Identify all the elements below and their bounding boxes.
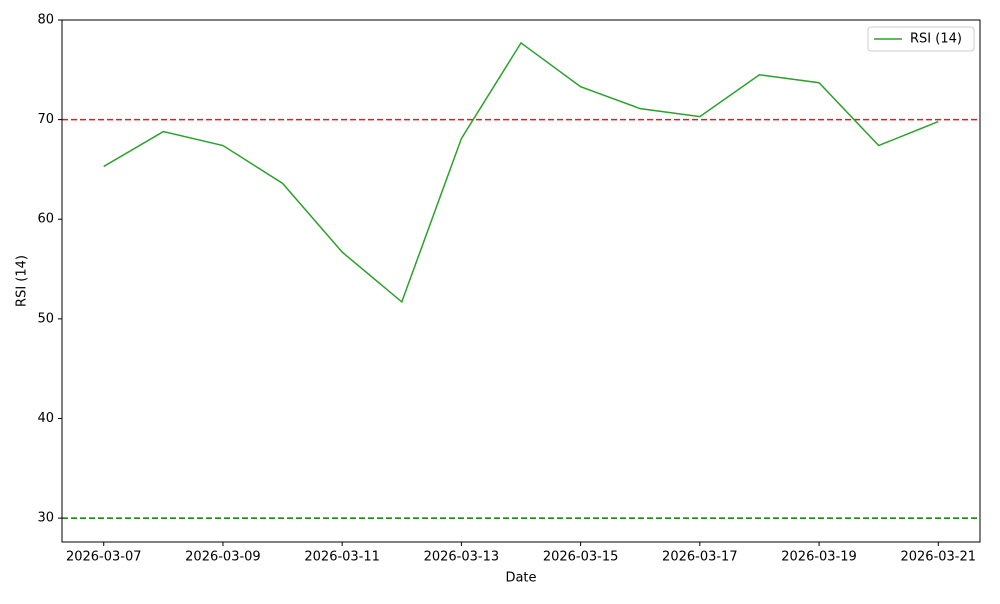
x-axis-label: Date bbox=[505, 571, 536, 586]
x-tick-label: 2026-03-07 bbox=[66, 550, 142, 565]
x-tick-label: 2026-03-17 bbox=[662, 550, 738, 565]
x-tick-label: 2026-03-21 bbox=[900, 550, 976, 565]
legend-label: RSI (14) bbox=[910, 32, 962, 47]
y-tick-label: 60 bbox=[37, 212, 54, 227]
x-tick-label: 2026-03-13 bbox=[424, 550, 500, 565]
y-tick-label: 40 bbox=[37, 411, 54, 426]
y-tick-label: 80 bbox=[37, 13, 54, 28]
rsi-line bbox=[103, 41, 939, 304]
plot-frame bbox=[61, 19, 981, 543]
y-tick-label: 50 bbox=[37, 311, 54, 326]
x-tick-label: 2026-03-09 bbox=[185, 550, 261, 565]
x-tick-label: 2026-03-11 bbox=[304, 550, 380, 565]
y-tick-label: 30 bbox=[37, 511, 54, 526]
y-tick-label: 70 bbox=[37, 112, 54, 127]
x-tick-label: 2026-03-15 bbox=[543, 550, 619, 565]
x-tick-label: 2026-03-19 bbox=[781, 550, 857, 565]
legend-box bbox=[867, 26, 975, 52]
y-axis-label: RSI (14) bbox=[15, 255, 30, 307]
